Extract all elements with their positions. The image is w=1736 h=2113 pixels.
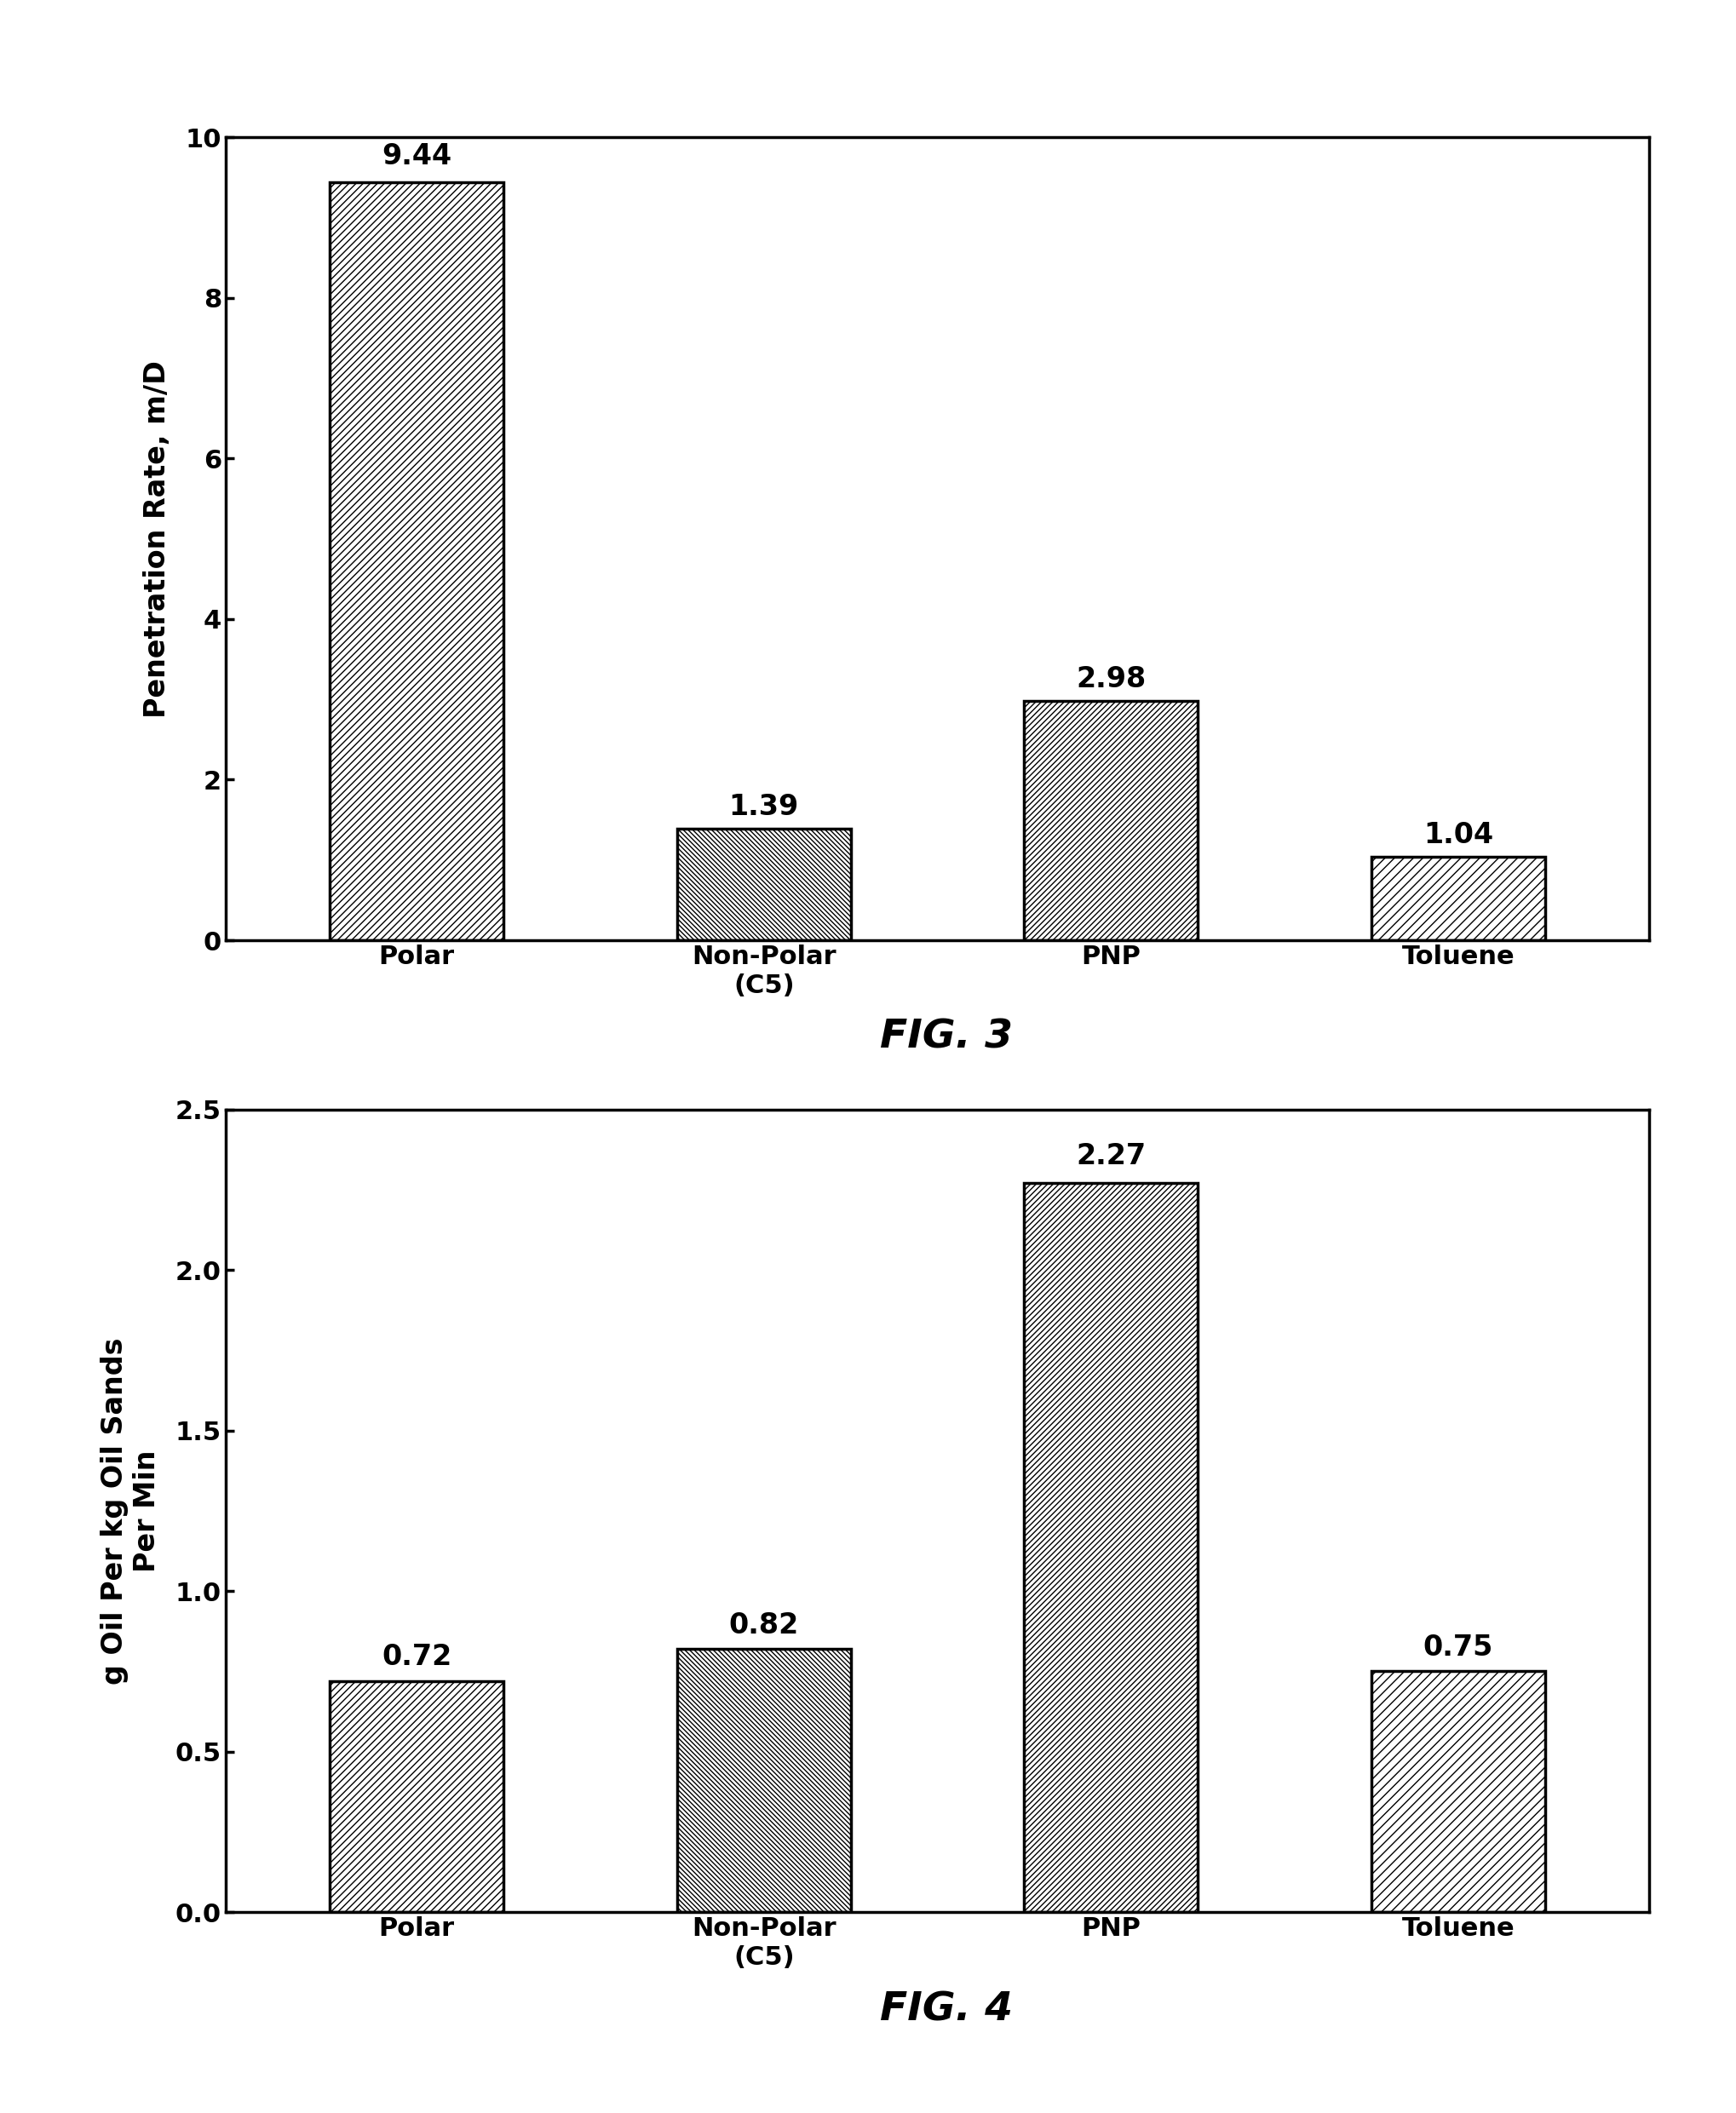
Text: 0.72: 0.72 bbox=[382, 1644, 451, 1671]
Bar bbox=[1371, 856, 1545, 940]
Text: 1.04: 1.04 bbox=[1424, 820, 1493, 849]
Bar bbox=[1371, 1671, 1545, 1912]
Bar bbox=[677, 1648, 851, 1912]
Y-axis label: Penetration Rate, m/D: Penetration Rate, m/D bbox=[142, 359, 172, 718]
Bar bbox=[1024, 1183, 1198, 1912]
Bar bbox=[330, 1682, 503, 1912]
Text: 9.44: 9.44 bbox=[382, 142, 451, 171]
Text: FIG. 4: FIG. 4 bbox=[880, 1990, 1012, 2028]
Bar bbox=[677, 828, 851, 940]
Text: 2.98: 2.98 bbox=[1076, 666, 1146, 693]
Text: 0.75: 0.75 bbox=[1424, 1633, 1493, 1661]
Text: 0.82: 0.82 bbox=[729, 1610, 799, 1640]
Text: FIG. 3: FIG. 3 bbox=[880, 1018, 1012, 1056]
Text: 2.27: 2.27 bbox=[1076, 1143, 1146, 1171]
Text: 1.39: 1.39 bbox=[729, 792, 799, 820]
Bar bbox=[1024, 702, 1198, 940]
Bar bbox=[330, 182, 503, 940]
Y-axis label: g Oil Per kg Oil Sands
Per Min: g Oil Per kg Oil Sands Per Min bbox=[101, 1338, 161, 1684]
